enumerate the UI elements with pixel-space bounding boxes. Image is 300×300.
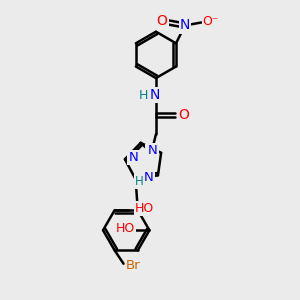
Text: N: N — [128, 151, 138, 164]
Text: O⁻: O⁻ — [202, 15, 219, 28]
Text: HO: HO — [116, 222, 135, 235]
Text: S: S — [147, 145, 156, 160]
Text: Br: Br — [126, 259, 140, 272]
Text: N: N — [144, 171, 154, 184]
Text: N: N — [148, 144, 158, 157]
Text: O: O — [179, 108, 190, 122]
Text: H: H — [135, 175, 144, 188]
Text: N: N — [149, 88, 160, 102]
Text: HO: HO — [134, 202, 154, 215]
Text: H: H — [139, 88, 148, 101]
Text: N: N — [180, 19, 190, 32]
Text: O: O — [157, 14, 167, 28]
